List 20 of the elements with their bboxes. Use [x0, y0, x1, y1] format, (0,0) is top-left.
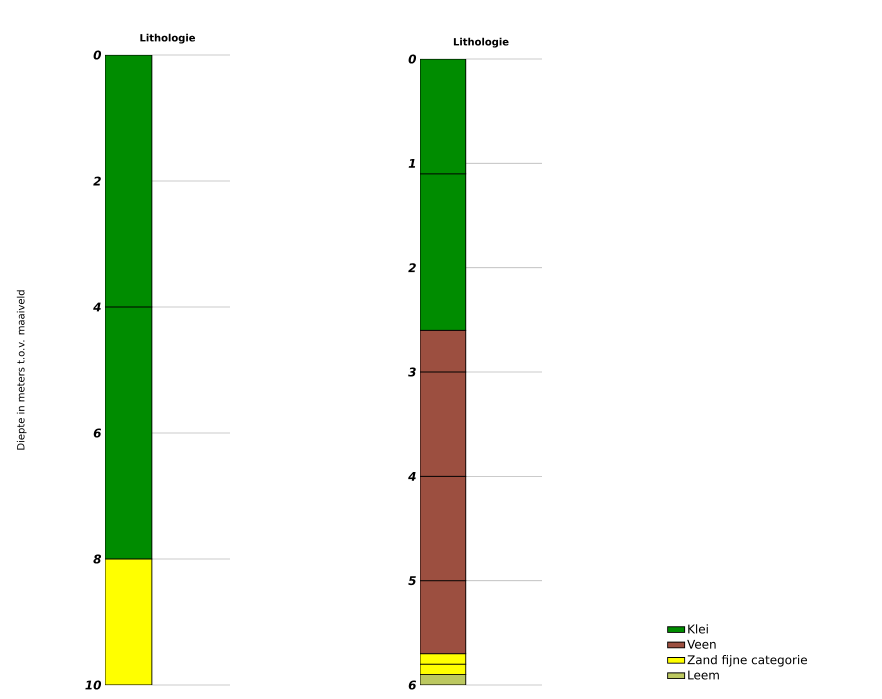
legend-label: Zand fijne categorie: [688, 655, 807, 667]
y-tick-label: 4: [408, 472, 416, 481]
y-tick-label: 10: [85, 680, 102, 690]
y-tick-label: 6: [94, 428, 102, 438]
chart-title: Lithologie: [140, 34, 196, 44]
chart-title: Lithologie: [454, 38, 509, 48]
y-tick-label: 4: [93, 302, 101, 312]
legend-label: Klei: [688, 624, 708, 634]
legend-label: Leem: [688, 670, 719, 680]
y-tick-label: 0: [94, 50, 102, 60]
y-tick-label: 6: [408, 680, 416, 690]
y-tick-label: 8: [93, 554, 102, 564]
y-tick-label: 2: [93, 176, 101, 186]
y-tick-label: 2: [408, 263, 416, 272]
y-tick-label: 3: [408, 367, 416, 377]
y-tick-label: 0: [408, 54, 416, 64]
y-tick-label: 1: [408, 158, 416, 168]
legend-label: Veen: [687, 640, 716, 649]
y-axis-title: Diepte in meters t.o.v. maaiveld: [16, 290, 26, 450]
y-tick-label: 5: [408, 576, 416, 586]
